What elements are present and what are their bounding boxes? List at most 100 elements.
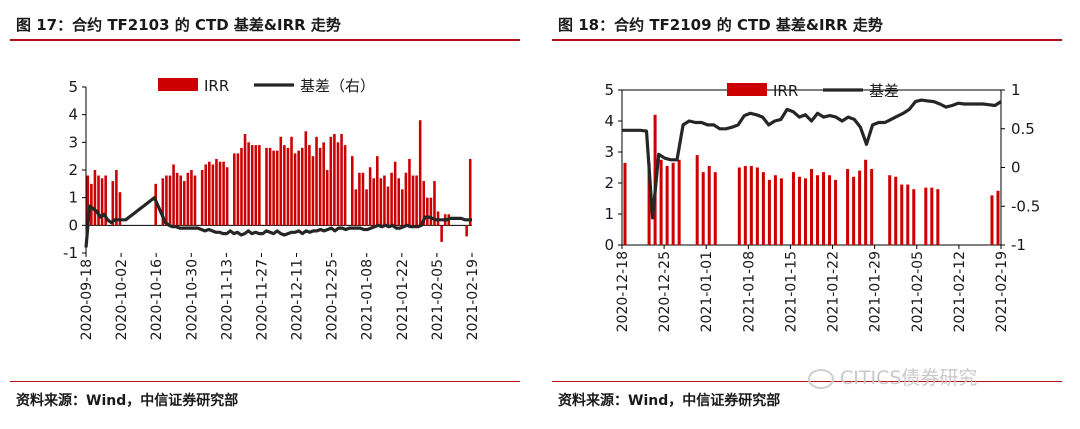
x-tick-label: 2020-10-16 bbox=[149, 259, 165, 340]
irr-bar bbox=[912, 189, 916, 245]
irr-bar bbox=[111, 181, 115, 226]
y2-tick-label: -1 bbox=[1011, 236, 1026, 254]
irr-bar bbox=[97, 175, 100, 226]
irr-bar bbox=[350, 156, 354, 226]
irr-bar bbox=[996, 190, 1000, 245]
irr-bar bbox=[924, 187, 928, 245]
figure-17-panel: 图 17：合约 TF2103 的 CTD 基差&IRR 走势 -1 0 1 2 3 4 5 2… bbox=[10, 0, 520, 429]
irr-bar bbox=[172, 164, 175, 226]
irr-bar bbox=[404, 172, 408, 226]
irr-bar bbox=[411, 175, 415, 226]
irr-bar bbox=[426, 197, 429, 226]
y-tick-label: 3 bbox=[68, 133, 78, 151]
irr-bar bbox=[659, 159, 663, 245]
x-tick-label: 2020-12-25 bbox=[325, 259, 341, 340]
irr-bar bbox=[379, 178, 383, 226]
irr-bar bbox=[322, 142, 325, 226]
irr-bar bbox=[254, 145, 258, 226]
irr-bar bbox=[393, 161, 397, 226]
irr-bar bbox=[93, 170, 97, 226]
y-tick-label: 4 bbox=[68, 106, 78, 124]
x-tick-label: 2020-10-02 bbox=[114, 259, 130, 340]
irr-bar bbox=[297, 150, 300, 226]
x-tick-label: 2020-11-27 bbox=[254, 259, 270, 340]
irr-bar bbox=[311, 156, 315, 226]
irr-bar bbox=[906, 184, 910, 245]
irr-bar bbox=[713, 172, 717, 245]
irr-bar bbox=[701, 172, 705, 245]
basis-line bbox=[84, 196, 472, 248]
irr-bar bbox=[737, 167, 741, 245]
x-tick-label: 2021-01-08 bbox=[360, 259, 376, 340]
irr-bar bbox=[386, 186, 390, 226]
x-tick-label: 2020-11-13 bbox=[219, 259, 235, 340]
irr-bar bbox=[86, 175, 90, 226]
irr-bar bbox=[90, 183, 93, 226]
chart-18: 0 1 2 3 4 5 -1 -0.5 0 0.5 1 2020-12-18 2020-12-25 202… bbox=[604, 81, 1040, 332]
irr-bar bbox=[383, 175, 386, 226]
irr-bar bbox=[433, 181, 436, 226]
irr-bar bbox=[749, 165, 753, 245]
wechat-icon bbox=[808, 368, 834, 389]
irr-bar bbox=[468, 158, 472, 226]
irr-bar bbox=[695, 155, 699, 245]
irr-bar bbox=[791, 172, 795, 245]
irr-bar bbox=[161, 178, 165, 226]
irr-bar bbox=[743, 165, 747, 245]
title-rule bbox=[10, 39, 520, 41]
legend-bar-swatch bbox=[727, 83, 767, 96]
irr-bar bbox=[761, 172, 765, 245]
irr-bar bbox=[225, 167, 229, 226]
x-tick-label: 2021-02-19 bbox=[994, 251, 1010, 332]
irr-bar bbox=[990, 195, 994, 245]
irr-bar bbox=[190, 170, 193, 226]
irr-bar bbox=[372, 178, 375, 226]
legend-label: IRR bbox=[773, 82, 798, 100]
irr-bar bbox=[293, 153, 297, 226]
x-tick-label: 2021-02-19 bbox=[465, 259, 481, 340]
irr-bar bbox=[365, 189, 368, 226]
title-rule bbox=[552, 39, 1062, 41]
irr-bar bbox=[318, 147, 322, 226]
irr-bar bbox=[243, 134, 247, 226]
legend-label: IRR bbox=[204, 77, 229, 95]
source-rule bbox=[552, 381, 1062, 382]
irr-bar bbox=[936, 189, 940, 245]
y-tick-label: 0 bbox=[604, 236, 614, 254]
irr-bar bbox=[440, 225, 443, 242]
figure-17-title: 图 17：合约 TF2103 的 CTD 基差&IRR 走势 bbox=[16, 16, 341, 34]
irr-bar bbox=[333, 134, 336, 226]
irr-bar bbox=[677, 159, 681, 245]
irr-bar bbox=[104, 175, 107, 226]
irr-bar bbox=[773, 175, 777, 245]
irr-bar bbox=[368, 167, 372, 226]
irr-bar bbox=[834, 179, 838, 245]
figure-18-source: 资料来源：Wind，中信证券研究部 bbox=[558, 393, 781, 409]
irr-bar bbox=[268, 147, 272, 226]
irr-bar bbox=[864, 159, 868, 245]
irr-bar bbox=[325, 170, 329, 226]
irr-bar bbox=[240, 147, 243, 226]
irr-bar bbox=[336, 142, 340, 226]
irr-bar bbox=[183, 181, 186, 226]
irr-bar bbox=[397, 178, 401, 226]
x-tick-label: 2021-01-08 bbox=[741, 251, 757, 332]
x-tick-label: 2021-02-12 bbox=[952, 251, 968, 332]
irr-bar bbox=[415, 175, 418, 226]
irr-bar bbox=[623, 162, 627, 245]
y-tick-label: 2 bbox=[68, 161, 78, 179]
irr-bar bbox=[816, 175, 820, 245]
irr-bar bbox=[779, 178, 783, 245]
irr-bar bbox=[222, 161, 225, 226]
irr-bar bbox=[208, 161, 211, 226]
irr-bar bbox=[894, 176, 898, 245]
irr-bar bbox=[822, 172, 826, 245]
basis-line bbox=[622, 98, 1002, 220]
irr-bar bbox=[115, 170, 118, 226]
irr-bar bbox=[290, 136, 293, 226]
irr-bar bbox=[100, 178, 104, 226]
irr-bar bbox=[211, 164, 215, 226]
irr-bar bbox=[304, 131, 308, 226]
irr-bar bbox=[376, 156, 379, 226]
irr-bar bbox=[390, 172, 393, 226]
